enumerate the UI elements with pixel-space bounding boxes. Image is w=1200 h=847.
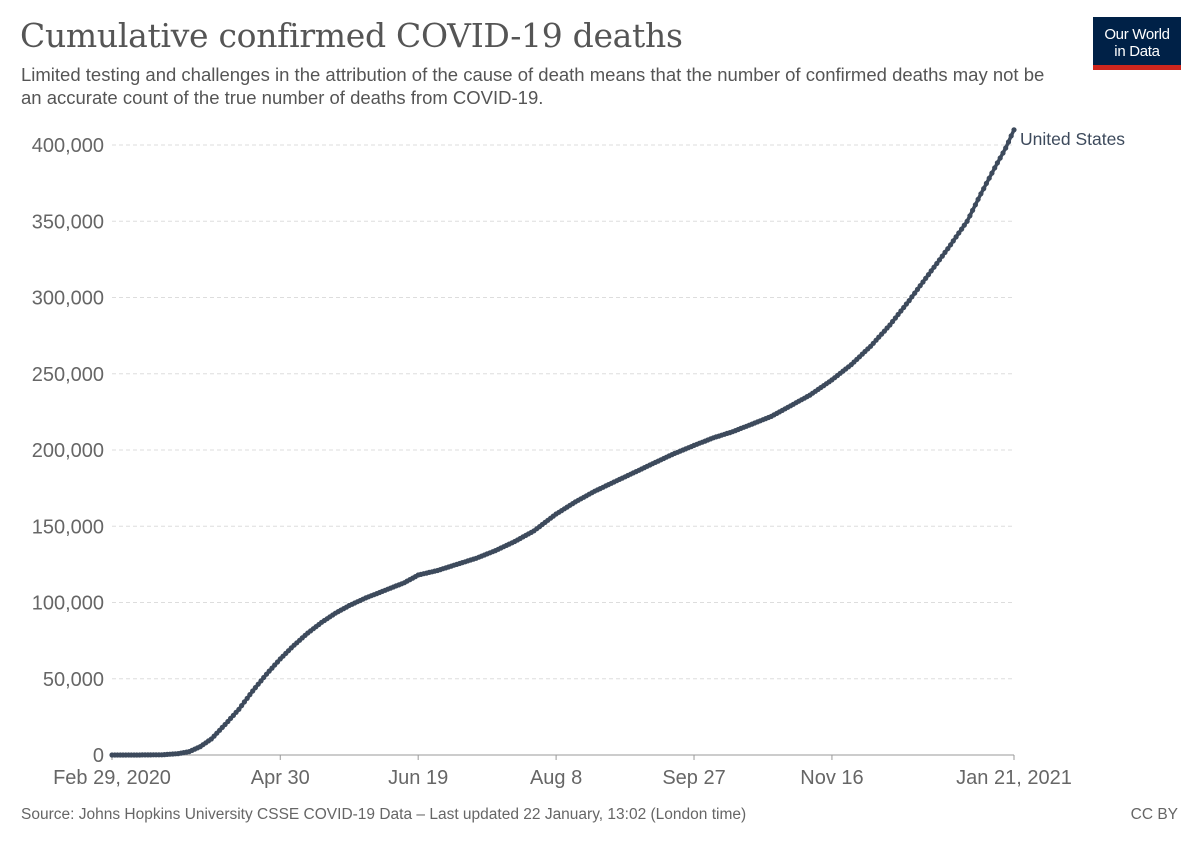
x-tick-label: Aug 8 bbox=[530, 767, 582, 789]
data-point[interactable] bbox=[920, 279, 926, 285]
data-point[interactable] bbox=[942, 249, 948, 255]
logo-line-2: in Data bbox=[1114, 43, 1160, 60]
license-link[interactable]: CC BY bbox=[1130, 806, 1178, 823]
x-axis: Feb 29, 2020 Apr 30 Jun 19 Aug 8 Sep 27 Nov 1… bbox=[53, 754, 1072, 789]
data-point[interactable] bbox=[247, 692, 253, 698]
data-point[interactable] bbox=[898, 308, 904, 314]
data-point[interactable] bbox=[997, 155, 1003, 161]
data-point[interactable] bbox=[961, 222, 967, 228]
data-point[interactable] bbox=[931, 264, 937, 270]
series-line-united-states[interactable] bbox=[112, 129, 1016, 757]
grid-lines bbox=[112, 144, 1014, 680]
x-tick-label: Jan 21, 2021 bbox=[956, 767, 1072, 789]
data-point[interactable] bbox=[970, 207, 976, 213]
data-point[interactable] bbox=[241, 699, 247, 705]
data-point[interactable] bbox=[890, 318, 896, 325]
data-point[interactable] bbox=[887, 322, 893, 328]
data-point[interactable] bbox=[244, 695, 250, 701]
data-point[interactable] bbox=[909, 294, 915, 300]
data-point[interactable] bbox=[1011, 127, 1017, 133]
data-point[interactable] bbox=[989, 170, 995, 176]
data-point[interactable] bbox=[928, 268, 934, 274]
data-point[interactable] bbox=[239, 703, 245, 709]
data-point[interactable] bbox=[950, 238, 956, 244]
data-point[interactable] bbox=[1005, 139, 1012, 145]
data-point[interactable] bbox=[936, 257, 943, 263]
data-point[interactable] bbox=[925, 272, 932, 278]
y-tick-label: 250,000 bbox=[32, 364, 104, 386]
data-point[interactable] bbox=[914, 286, 921, 292]
y-tick-label: 350,000 bbox=[32, 211, 104, 233]
x-tick-label: Nov 16 bbox=[800, 767, 863, 789]
chart-subtitle: Limited testing and challenges in the at… bbox=[21, 64, 1045, 108]
x-tick-label: Sep 27 bbox=[662, 767, 725, 789]
y-tick-label: 0 bbox=[93, 745, 104, 767]
data-point[interactable] bbox=[981, 186, 987, 192]
data-point[interactable] bbox=[959, 226, 965, 232]
logo-line-1: Our World bbox=[1104, 26, 1170, 43]
data-point[interactable] bbox=[992, 165, 998, 171]
chart-title: Cumulative confirmed COVID-19 deaths bbox=[20, 16, 683, 55]
data-point[interactable] bbox=[956, 230, 962, 236]
y-tick-label: 200,000 bbox=[32, 440, 104, 462]
y-tick-label: 100,000 bbox=[32, 593, 104, 615]
data-point[interactable] bbox=[912, 290, 918, 296]
data-point[interactable] bbox=[1000, 150, 1006, 156]
data-point[interactable] bbox=[923, 275, 929, 281]
data-point[interactable] bbox=[895, 311, 901, 318]
series-layer[interactable]: United States bbox=[109, 127, 1125, 758]
data-point[interactable] bbox=[975, 196, 981, 202]
data-point[interactable] bbox=[972, 202, 979, 208]
data-point[interactable] bbox=[906, 298, 912, 304]
y-tick-label: 400,000 bbox=[32, 135, 104, 157]
data-point[interactable] bbox=[939, 253, 945, 259]
x-tick-label: Feb 29, 2020 bbox=[53, 767, 171, 789]
data-point[interactable] bbox=[945, 246, 951, 252]
data-point[interactable] bbox=[964, 218, 970, 224]
data-point[interactable] bbox=[994, 160, 1001, 166]
data-point[interactable] bbox=[978, 191, 984, 197]
data-point[interactable] bbox=[948, 242, 954, 248]
y-axis-tick-labels: 0 50,000 100,000 150,000 200,000 250,000 300,0… bbox=[32, 135, 104, 767]
data-point[interactable] bbox=[967, 213, 973, 219]
y-tick-label: 50,000 bbox=[43, 669, 104, 691]
data-point[interactable] bbox=[953, 234, 959, 240]
owid-logo[interactable]: Our World in Data bbox=[1093, 17, 1181, 70]
data-point[interactable] bbox=[983, 180, 990, 186]
data-point[interactable] bbox=[236, 706, 242, 712]
series-label-united-states[interactable]: United States bbox=[1020, 129, 1125, 149]
data-point[interactable] bbox=[934, 260, 940, 267]
data-point[interactable] bbox=[901, 304, 907, 311]
data-point[interactable] bbox=[1008, 133, 1014, 139]
y-tick-label: 300,000 bbox=[32, 288, 104, 310]
data-point[interactable] bbox=[986, 175, 992, 181]
data-point[interactable] bbox=[892, 315, 899, 321]
data-point[interactable] bbox=[917, 283, 923, 289]
source-note[interactable]: Source: Johns Hopkins University CSSE CO… bbox=[21, 806, 747, 823]
x-tick-label: Apr 30 bbox=[251, 767, 310, 789]
y-tick-label: 150,000 bbox=[32, 516, 104, 538]
x-tick-label: Jun 19 bbox=[388, 767, 448, 789]
data-point[interactable] bbox=[1003, 145, 1009, 151]
line-chart[interactable]: 0 50,000 100,000 150,000 200,000 250,000 300,0… bbox=[0, 0, 1200, 800]
